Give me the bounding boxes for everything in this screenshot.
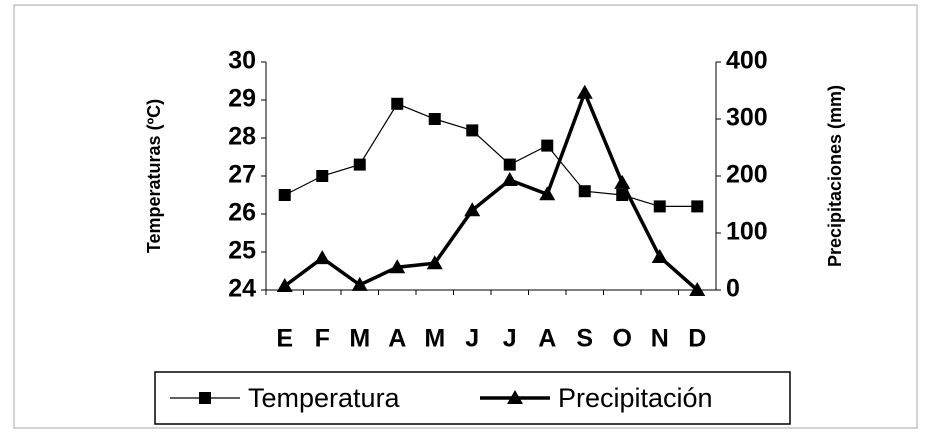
y2-axis-title: Precipitaciones (mm) [825, 85, 845, 267]
legend-box [154, 371, 791, 425]
data-point [578, 185, 591, 198]
legend-label: Temperatura [248, 383, 401, 413]
data-point [464, 202, 481, 217]
data-point [428, 113, 441, 125]
y-axis-title: Temperaturas (ºC) [144, 99, 164, 253]
y2-tick-label: 200 [726, 161, 768, 189]
data-point [389, 259, 406, 274]
data-point [541, 139, 554, 152]
x-tick-label: A [538, 325, 556, 353]
data-point [426, 255, 443, 270]
x-tick-label: M [349, 325, 370, 353]
y-tick-label: 28 [228, 123, 256, 151]
data-point [501, 171, 518, 186]
y-tick-label: 29 [228, 85, 256, 113]
data-point [503, 158, 516, 171]
x-tick-label: E [276, 325, 293, 353]
x-tick-label: D [688, 325, 706, 353]
data-point [276, 278, 293, 293]
data-point [653, 200, 666, 213]
data-point [576, 84, 593, 99]
data-point [351, 276, 368, 291]
data-point [353, 158, 366, 171]
x-tick-label: M [424, 325, 445, 353]
y2-tick-label: 300 [726, 104, 768, 132]
data-point [391, 97, 404, 110]
data-point [539, 186, 556, 201]
x-tick-label: F [315, 325, 330, 353]
data-point [466, 124, 479, 137]
y-tick-label: 24 [228, 275, 256, 303]
series-line [284, 103, 698, 207]
y2-tick-label: 100 [726, 218, 768, 246]
legend-marker [199, 392, 211, 404]
data-point [278, 189, 291, 201]
frame [13, 4, 918, 429]
legend-marker [507, 390, 523, 404]
y-tick-label: 27 [228, 161, 256, 189]
x-tick-label: A [388, 325, 406, 353]
data-point [651, 248, 668, 263]
y-tick-label: 26 [228, 199, 256, 227]
x-tick-label: O [613, 325, 632, 353]
x-tick-label: N [651, 325, 669, 353]
data-point [314, 250, 331, 265]
x-tick-label: J [503, 325, 517, 353]
data-point [691, 200, 704, 213]
data-point [316, 170, 329, 182]
x-tick-label: J [465, 325, 479, 353]
series-line [283, 87, 699, 292]
y2-tick-label: 0 [726, 275, 740, 303]
y2-tick-label: 400 [726, 47, 768, 75]
data-point [689, 282, 706, 296]
y-tick-label: 30 [228, 47, 256, 75]
x-tick-label: S [576, 325, 593, 353]
y-tick-label: 25 [228, 237, 256, 265]
data-point [614, 174, 631, 189]
legend-label: Precipitación [558, 383, 713, 413]
